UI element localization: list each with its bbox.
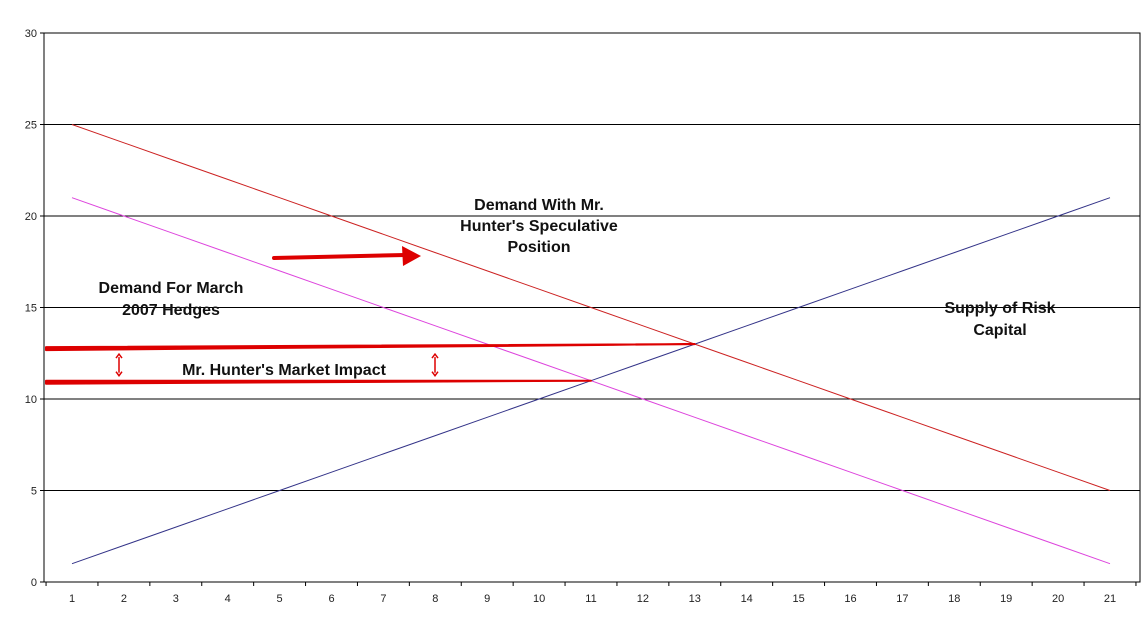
y-tick-label-25: 25 bbox=[25, 120, 37, 132]
annotation-speculative-line2: Hunter's Speculative bbox=[460, 218, 618, 235]
x-tick-label-7: 7 bbox=[380, 593, 386, 605]
impact-gap-arrow-right-head-bottom bbox=[431, 371, 439, 377]
impact-gap-arrow-right-head-top bbox=[431, 352, 439, 359]
y-tick-label-0: 0 bbox=[31, 577, 37, 589]
x-tick-label-17: 17 bbox=[896, 593, 908, 605]
x-tick-label-18: 18 bbox=[948, 593, 960, 605]
y-axis-ticks: 0 5 10 15 20 25 30 bbox=[25, 28, 44, 589]
x-tick-label-2: 2 bbox=[121, 593, 127, 605]
annotation-speculative-line1: Demand With Mr. bbox=[474, 197, 604, 214]
x-tick-label-1: 1 bbox=[69, 593, 75, 605]
x-tick-label-12: 12 bbox=[637, 593, 649, 605]
y-tick-label-30: 30 bbox=[25, 28, 37, 40]
x-tick-label-16: 16 bbox=[844, 593, 856, 605]
x-tick-label-13: 13 bbox=[689, 593, 701, 605]
annotations: Demand With Mr. Hunter's Speculative Pos… bbox=[99, 197, 1056, 379]
impact-gap-arrow-left-head-bottom bbox=[115, 371, 123, 377]
series-line-1 bbox=[71, 124, 1111, 491]
x-tick-label-14: 14 bbox=[741, 593, 753, 605]
annotation-supply-line2: Capital bbox=[973, 322, 1026, 339]
x-tick-label-9: 9 bbox=[484, 593, 490, 605]
annotation-market-impact: Mr. Hunter's Market Impact bbox=[182, 362, 387, 379]
annotation-supply-line1: Supply of Risk bbox=[944, 300, 1055, 317]
gridlines bbox=[44, 124, 1140, 491]
impact-markers bbox=[45, 246, 696, 385]
pointer-arrow-head bbox=[402, 246, 421, 266]
annotation-speculative-line3: Position bbox=[507, 239, 570, 256]
x-axis-ticks: 1 2 3 4 5 6 7 8 9 10 11 12 13 14 15 16 17 18 19 20 21 bbox=[45, 582, 1137, 605]
impact-gap-arrow-left-head-top bbox=[115, 352, 123, 359]
annotation-hedges-line1: Demand For March bbox=[99, 280, 244, 297]
x-tick-label-3: 3 bbox=[173, 593, 179, 605]
x-tick-label-19: 19 bbox=[1000, 593, 1012, 605]
pointer-arrow-shaft bbox=[272, 253, 407, 260]
x-tick-label-4: 4 bbox=[225, 593, 231, 605]
x-tick-label-11: 11 bbox=[585, 593, 596, 605]
x-tick-label-10: 10 bbox=[533, 593, 545, 605]
x-tick-label-8: 8 bbox=[432, 593, 438, 605]
x-tick-label-15: 15 bbox=[792, 593, 804, 605]
y-tick-label-10: 10 bbox=[25, 394, 37, 406]
y-tick-label-5: 5 bbox=[31, 486, 37, 498]
x-tick-label-5: 5 bbox=[277, 593, 283, 605]
lower-impact-line bbox=[45, 379, 592, 385]
upper-impact-line bbox=[45, 343, 696, 352]
y-tick-label-20: 20 bbox=[25, 211, 37, 223]
annotation-hedges-line2: 2007 Hedges bbox=[122, 302, 220, 319]
y-tick-label-15: 15 bbox=[25, 303, 37, 315]
x-tick-label-21: 21 bbox=[1104, 593, 1116, 605]
x-tick-label-20: 20 bbox=[1052, 593, 1064, 605]
x-tick-label-6: 6 bbox=[328, 593, 334, 605]
